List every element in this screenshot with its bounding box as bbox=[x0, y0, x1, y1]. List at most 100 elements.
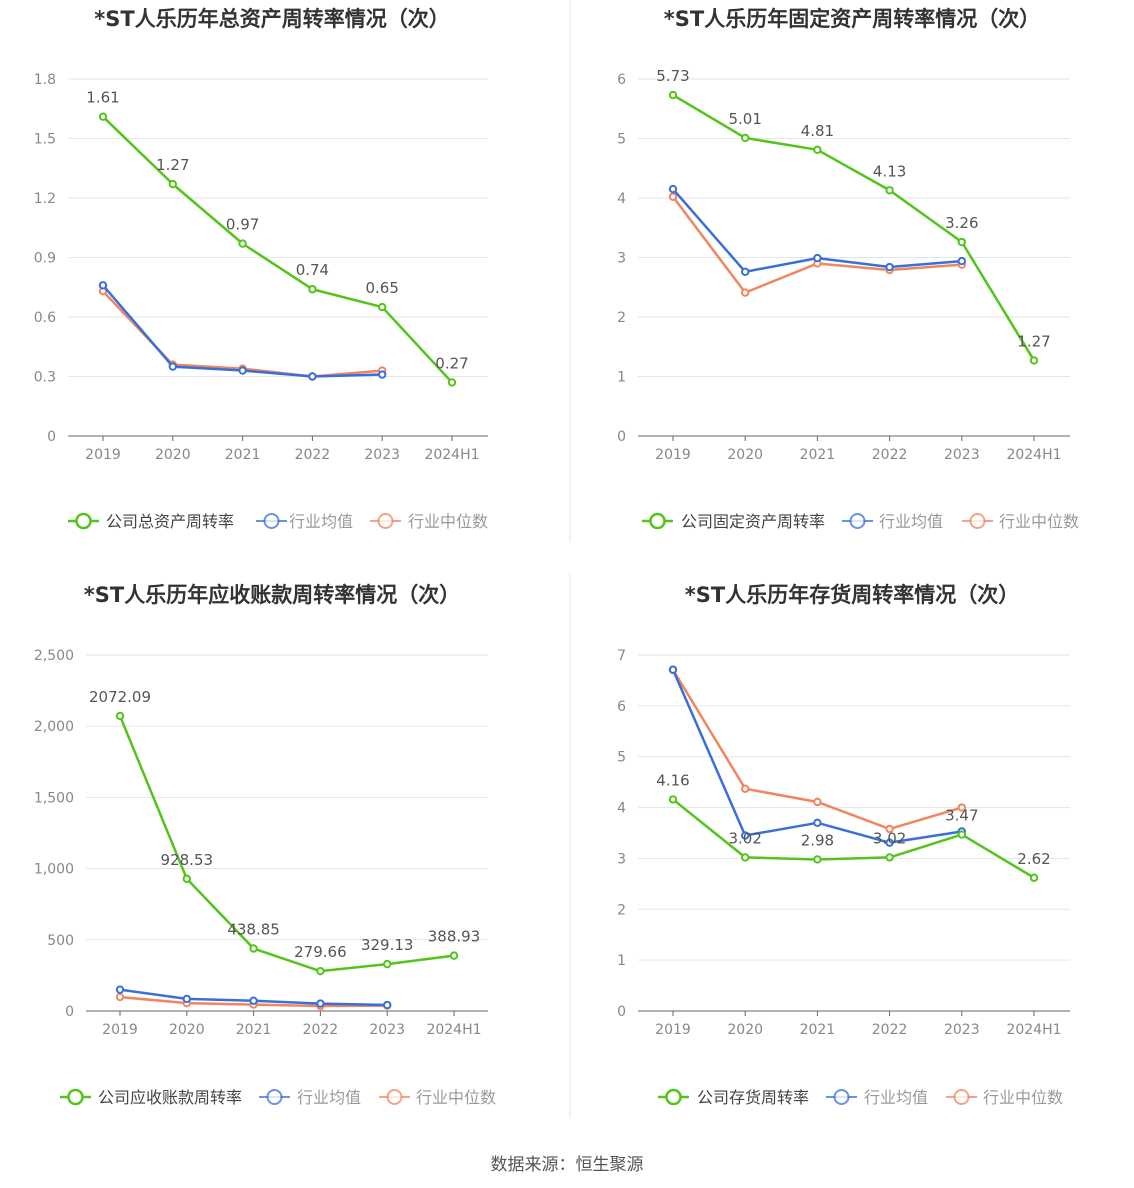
data-point-company[interactable] bbox=[238, 239, 247, 248]
legend-item-industry_median[interactable]: 行业中位数 bbox=[370, 512, 488, 531]
x-tick-label: 2020 bbox=[169, 1022, 205, 1038]
legend-swatch-marker bbox=[75, 512, 92, 530]
data-point-company[interactable] bbox=[308, 285, 317, 294]
legend-label: 行业中位数 bbox=[416, 1088, 496, 1107]
data-label: 438.85 bbox=[227, 921, 280, 939]
series-line-industry_avg bbox=[671, 669, 962, 844]
x-tick-label: 2019 bbox=[102, 1022, 138, 1038]
data-point-industry_avg[interactable] bbox=[957, 256, 966, 266]
x-tick-label: 2022 bbox=[303, 1022, 339, 1038]
legend-item-company[interactable]: 公司固定资产周转率 bbox=[642, 512, 825, 531]
data-label: 3.47 bbox=[945, 807, 978, 825]
data-point-industry_median[interactable] bbox=[885, 824, 894, 834]
y-tick-label: 1.8 bbox=[34, 72, 56, 88]
chart-panel-2: *ST人乐历年固定资产周转率情况（次） 0 1 2 3 4 5 6 2019 2020 2021 20… bbox=[617, 7, 1079, 531]
data-point-company[interactable] bbox=[383, 959, 392, 969]
data-point-company[interactable] bbox=[741, 133, 750, 143]
legend-item-industry_avg[interactable]: 行业均值 bbox=[259, 1088, 361, 1107]
data-label: 1.27 bbox=[156, 156, 189, 174]
data-point-company[interactable] bbox=[115, 711, 125, 721]
data-point-industry_avg[interactable] bbox=[813, 253, 822, 263]
data-point-industry_avg[interactable] bbox=[668, 184, 678, 194]
series-line-company bbox=[672, 798, 1035, 879]
data-label: 0.27 bbox=[435, 354, 468, 372]
data-point-industry_median[interactable] bbox=[741, 784, 750, 793]
data-point-industry_avg[interactable] bbox=[885, 262, 894, 272]
data-point-company[interactable] bbox=[957, 237, 966, 247]
chart-title: *ST人乐历年总资产周转率情况（次） bbox=[94, 7, 449, 31]
legend-item-industry_median[interactable]: 行业中位数 bbox=[379, 1088, 496, 1107]
legend-item-industry_avg[interactable]: 行业均值 bbox=[842, 512, 943, 531]
x-tick-label: 2020 bbox=[155, 447, 191, 463]
y-tick-label: 2 bbox=[617, 310, 626, 326]
legend-item-company[interactable]: 公司总资产周转率 bbox=[68, 512, 234, 531]
data-point-industry_avg[interactable] bbox=[741, 267, 750, 276]
series-line-industry_avg bbox=[102, 284, 383, 378]
data-point-industry_avg[interactable] bbox=[316, 999, 325, 1008]
data-point-company[interactable] bbox=[316, 966, 325, 976]
legend-swatch-marker bbox=[969, 513, 986, 529]
x-tick-label: 2024H1 bbox=[1006, 447, 1061, 463]
data-point-company[interactable] bbox=[249, 944, 258, 953]
data-point-company[interactable] bbox=[957, 830, 966, 839]
y-tick-label: 3 bbox=[617, 251, 626, 267]
data-point-industry_avg[interactable] bbox=[182, 994, 192, 1004]
chart-title: *ST人乐历年应收账款周转率情况（次） bbox=[84, 583, 460, 607]
data-point-company[interactable] bbox=[182, 874, 192, 883]
y-tick-label: 1.2 bbox=[34, 191, 56, 207]
legend-swatch-marker bbox=[953, 1089, 970, 1105]
y-tick-label: 4 bbox=[617, 801, 626, 817]
data-point-company[interactable] bbox=[98, 112, 108, 121]
legend-swatch-marker bbox=[649, 512, 666, 530]
data-point-company[interactable] bbox=[741, 853, 750, 862]
legend-item-industry_avg[interactable]: 行业均值 bbox=[256, 512, 353, 531]
data-point-industry_avg[interactable] bbox=[308, 372, 317, 381]
data-point-industry_avg[interactable] bbox=[383, 1000, 392, 1010]
data-point-industry_avg[interactable] bbox=[168, 362, 178, 371]
data-point-company[interactable] bbox=[885, 853, 894, 862]
data-point-company[interactable] bbox=[449, 951, 459, 960]
legend-swatch-marker bbox=[386, 1089, 403, 1105]
data-point-industry_median[interactable] bbox=[668, 192, 678, 202]
data-point-company[interactable] bbox=[668, 90, 678, 100]
legend-item-company[interactable]: 公司应收账款周转率 bbox=[60, 1088, 242, 1107]
data-point-industry_avg[interactable] bbox=[668, 665, 678, 674]
legend-item-industry_median[interactable]: 行业中位数 bbox=[962, 512, 1079, 531]
data-label: 4.16 bbox=[656, 771, 689, 789]
legend-label: 行业均值 bbox=[297, 1088, 361, 1107]
data-label: 0.65 bbox=[365, 279, 398, 297]
data-point-company[interactable] bbox=[1029, 873, 1039, 882]
x-tick-label: 2023 bbox=[944, 447, 980, 463]
data-point-company[interactable] bbox=[813, 855, 822, 864]
data-point-company[interactable] bbox=[1029, 356, 1039, 365]
legend-swatch-marker bbox=[665, 1088, 682, 1106]
data-point-industry_avg[interactable] bbox=[885, 838, 894, 847]
data-point-industry_median[interactable] bbox=[957, 803, 966, 812]
legend-item-company[interactable]: 公司存货周转率 bbox=[658, 1088, 809, 1107]
data-point-company[interactable] bbox=[813, 145, 822, 155]
data-point-company[interactable] bbox=[168, 179, 178, 189]
data-point-industry_median[interactable] bbox=[813, 797, 822, 807]
data-point-industry_avg[interactable] bbox=[741, 831, 750, 840]
legend-item-industry_median[interactable]: 行业中位数 bbox=[946, 1088, 1063, 1107]
data-point-industry_avg[interactable] bbox=[115, 985, 125, 994]
data-point-industry_avg[interactable] bbox=[378, 370, 387, 379]
data-point-company[interactable] bbox=[378, 302, 387, 312]
y-tick-label: 2,500 bbox=[34, 648, 74, 664]
legend-swatch-marker bbox=[377, 513, 394, 529]
data-point-company[interactable] bbox=[668, 795, 678, 804]
data-point-industry_avg[interactable] bbox=[813, 818, 822, 828]
x-tick-label: 2024H1 bbox=[1006, 1022, 1061, 1038]
y-tick-label: 0.6 bbox=[34, 310, 56, 326]
x-tick-label: 2024H1 bbox=[426, 1022, 481, 1038]
data-point-industry_avg[interactable] bbox=[98, 281, 108, 290]
data-point-industry_avg[interactable] bbox=[249, 996, 258, 1005]
legend-item-industry_avg[interactable]: 行业均值 bbox=[826, 1088, 928, 1107]
data-point-company[interactable] bbox=[885, 186, 894, 195]
x-tick-label: 2022 bbox=[872, 447, 908, 463]
data-point-company[interactable] bbox=[447, 378, 457, 387]
data-point-industry_median[interactable] bbox=[115, 992, 125, 1002]
x-tick-label: 2021 bbox=[800, 1022, 836, 1038]
data-point-industry_avg[interactable] bbox=[238, 366, 247, 375]
data-point-industry_median[interactable] bbox=[741, 288, 750, 297]
